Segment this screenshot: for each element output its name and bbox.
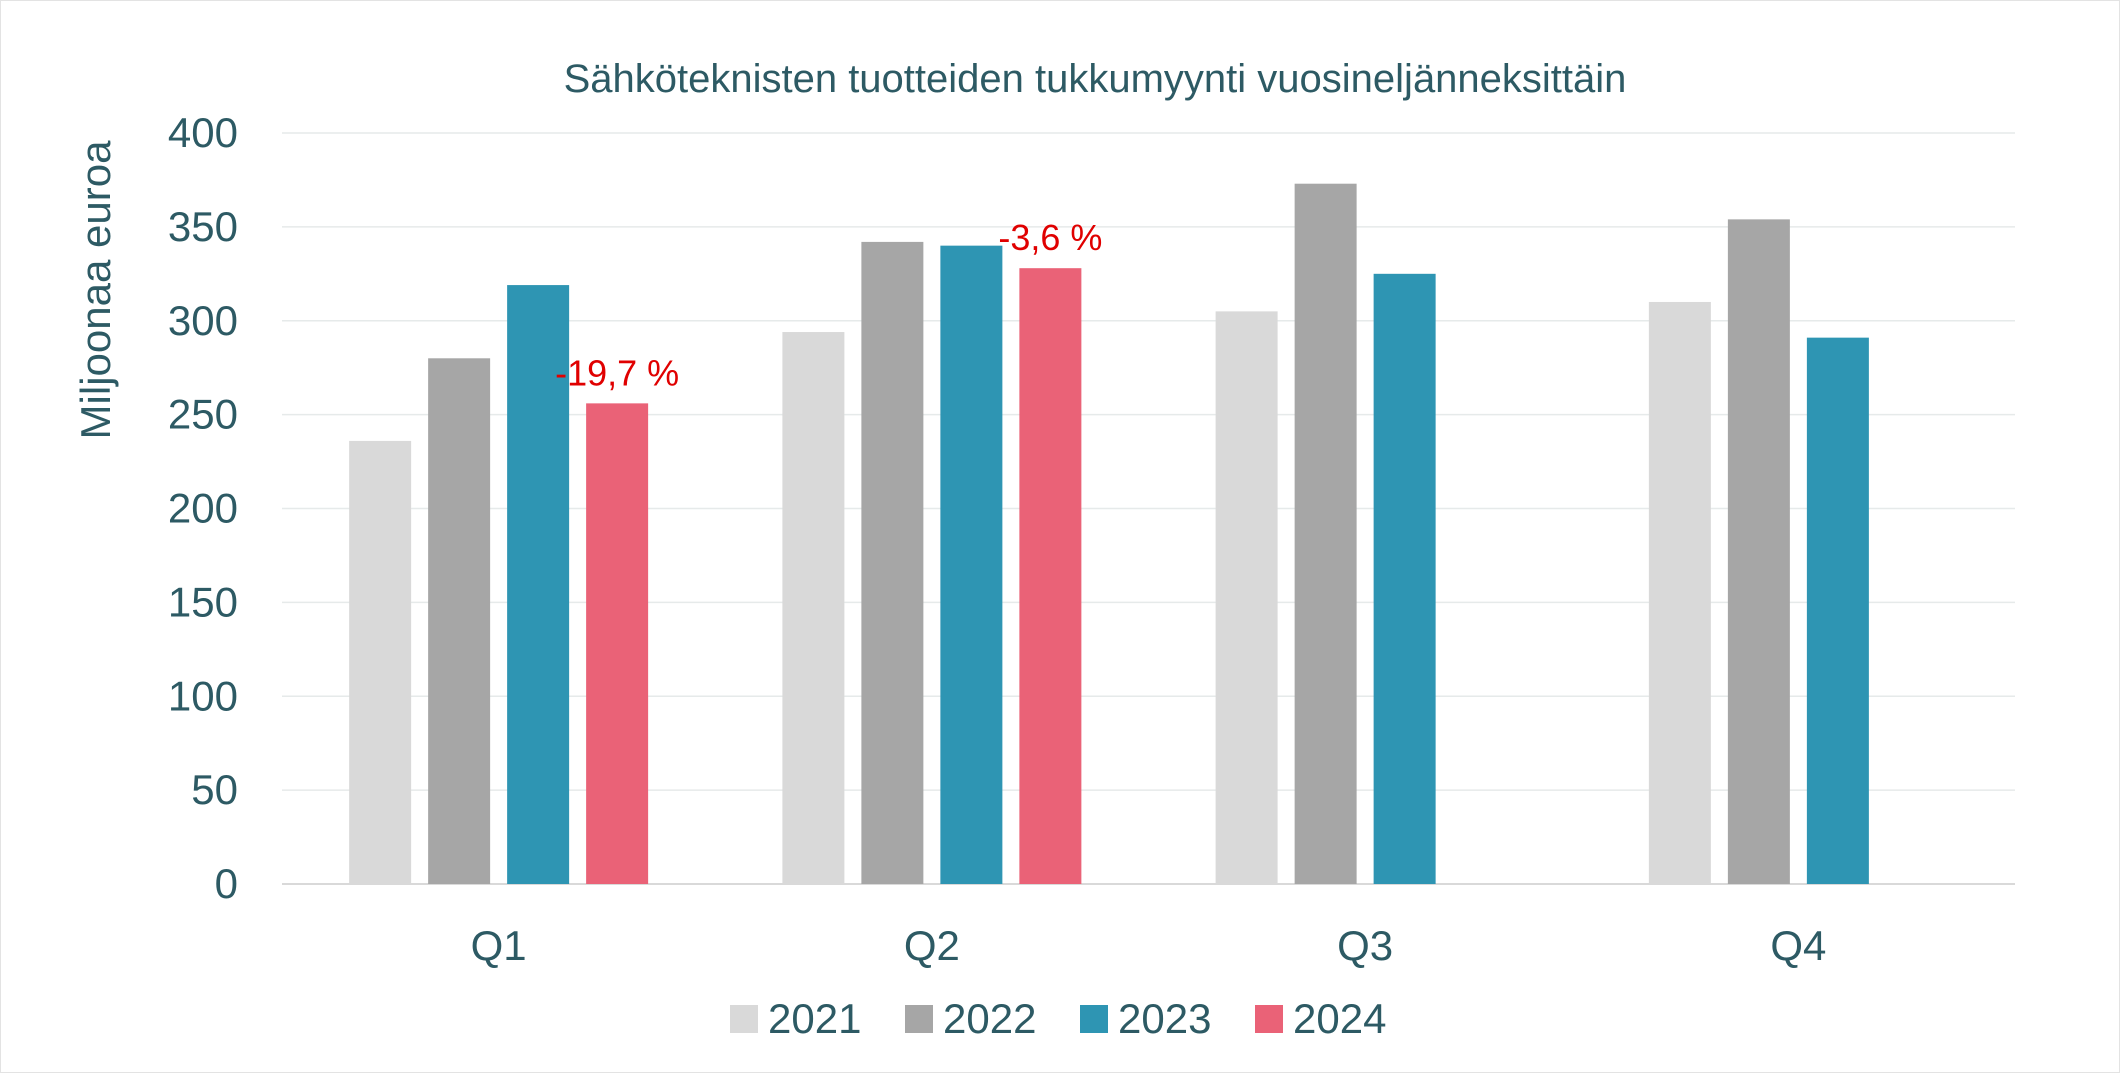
bar-2023-Q3 bbox=[1373, 273, 1436, 884]
legend-label: 2023 bbox=[1118, 995, 1211, 1042]
x-category-label: Q3 bbox=[1337, 922, 1393, 969]
gridlines bbox=[282, 132, 2015, 885]
legend-item-2021: 2021 bbox=[730, 995, 861, 1042]
y-tick-label: 50 bbox=[191, 766, 238, 813]
bar-2024-Q2 bbox=[1019, 268, 1082, 884]
x-category-label: Q1 bbox=[471, 922, 527, 969]
bar-2022-Q4 bbox=[1727, 219, 1790, 885]
y-tick-label: 100 bbox=[168, 672, 238, 719]
bars bbox=[349, 183, 1869, 885]
bar-2024-Q1 bbox=[586, 403, 649, 884]
legend: 2021 2022 2023 2024 bbox=[730, 995, 1386, 1042]
x-category-label: Q2 bbox=[904, 922, 960, 969]
legend-swatch bbox=[1080, 1005, 1108, 1033]
annotations: -19,7 % -3,6 % bbox=[555, 217, 1102, 393]
x-axis-categories: Q1 Q2 Q3 Q4 bbox=[471, 922, 1827, 969]
y-tick-label: 0 bbox=[215, 860, 238, 907]
legend-label: 2024 bbox=[1293, 995, 1386, 1042]
bar-2023-Q4 bbox=[1806, 337, 1869, 885]
bar-2021-Q3 bbox=[1215, 311, 1278, 884]
legend-item-2022: 2022 bbox=[905, 995, 1036, 1042]
y-tick-label: 350 bbox=[168, 203, 238, 250]
legend-item-2024: 2024 bbox=[1255, 995, 1386, 1042]
data-label-2024-Q1: -19,7 % bbox=[555, 352, 679, 393]
y-tick-label: 150 bbox=[168, 578, 238, 625]
y-axis-label: Miljoonaa euroa bbox=[72, 140, 119, 440]
legend-item-2023: 2023 bbox=[1080, 995, 1211, 1042]
chart-title: Sähköteknisten tuotteiden tukkumyynti vu… bbox=[564, 57, 1627, 101]
legend-label: 2021 bbox=[768, 995, 861, 1042]
data-label-2024-Q2: -3,6 % bbox=[998, 217, 1102, 258]
y-axis-ticks: 0 50 100 150 200 250 300 350 400 bbox=[168, 109, 238, 907]
x-category-label: Q4 bbox=[1770, 922, 1826, 969]
bar-2023-Q2 bbox=[940, 245, 1003, 884]
bar-2023-Q1 bbox=[507, 285, 570, 884]
legend-label: 2022 bbox=[943, 995, 1036, 1042]
y-tick-label: 300 bbox=[168, 297, 238, 344]
legend-swatch bbox=[1255, 1005, 1283, 1033]
bar-2022-Q3 bbox=[1294, 183, 1357, 884]
bar-2021-Q4 bbox=[1648, 301, 1711, 885]
legend-swatch bbox=[905, 1005, 933, 1033]
bar-2022-Q1 bbox=[428, 358, 491, 884]
legend-swatch bbox=[730, 1005, 758, 1033]
bar-2021-Q1 bbox=[349, 440, 412, 884]
y-tick-label: 200 bbox=[168, 485, 238, 532]
y-tick-label: 250 bbox=[168, 391, 238, 438]
bar-2022-Q2 bbox=[861, 241, 924, 884]
bar-2021-Q2 bbox=[782, 332, 845, 884]
y-tick-label: 400 bbox=[168, 109, 238, 156]
